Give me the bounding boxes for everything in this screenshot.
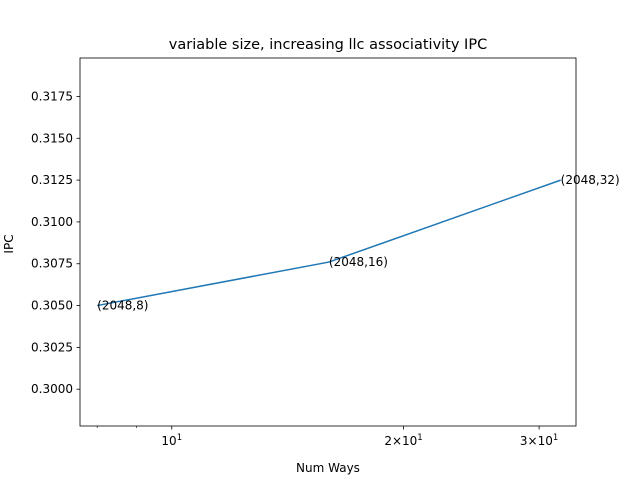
- y-tick-label: 0.3025: [31, 340, 73, 354]
- y-tick-label: 0.3100: [31, 215, 73, 229]
- data-label: (2048,8): [97, 299, 148, 313]
- x-tick-label: 101: [161, 433, 182, 448]
- chart-title: variable size, increasing llc associativ…: [169, 37, 487, 53]
- plot-frame: [79, 57, 577, 427]
- y-tick-label: 0.3075: [31, 257, 73, 271]
- data-label: (2048,32): [561, 173, 620, 187]
- y-tick-label: 0.3125: [31, 173, 73, 187]
- series-line-0: [97, 179, 561, 307]
- y-tick-label: 0.3175: [31, 89, 73, 103]
- y-axis-label: IPC: [2, 234, 16, 253]
- y-tick-label: 0.3050: [31, 299, 73, 313]
- x-axis-label: Num Ways: [296, 461, 360, 475]
- x-tick-label: 2×101: [384, 433, 422, 448]
- data-label: (2048,16): [329, 255, 388, 269]
- x-tick-label: 3×101: [520, 433, 558, 448]
- y-tick-label: 0.3150: [31, 131, 73, 145]
- y-tick-label: 0.3000: [31, 382, 73, 396]
